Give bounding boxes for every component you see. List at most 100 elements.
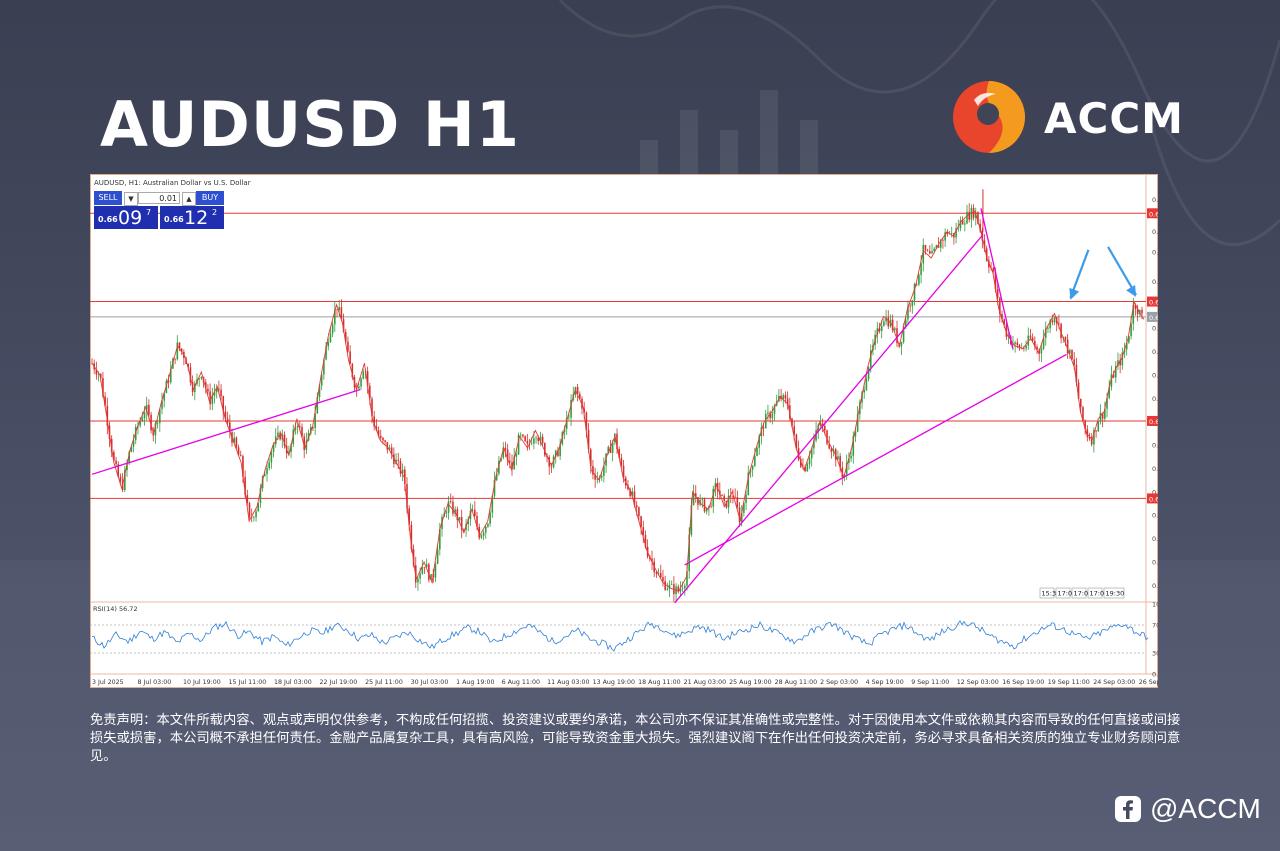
disclaimer-text: 免责声明：本文件所载内容、观点或声明仅供参考，不构成任何招揽、投资建议或要约承诺… xyxy=(90,713,1181,764)
lot-decrease-icon[interactable]: ▼ xyxy=(124,192,138,206)
candle-body xyxy=(467,519,470,524)
candle-body xyxy=(662,577,664,582)
candle-body xyxy=(1121,352,1124,366)
candle-body xyxy=(771,413,774,419)
candle-body xyxy=(522,434,524,437)
candle-body xyxy=(620,457,623,466)
x-tick-label: 11 Aug 03:00 xyxy=(547,679,589,686)
candle-body xyxy=(992,268,995,272)
x-tick-label: 22 Jul 19:00 xyxy=(320,679,358,686)
y-tick-label: 0.64740 xyxy=(1152,512,1158,520)
candle-body xyxy=(524,436,526,441)
time-box-label: 17:0 xyxy=(1090,590,1105,598)
candle-body xyxy=(430,574,432,580)
candle-body xyxy=(697,496,699,505)
candle-body xyxy=(955,228,957,238)
candle-body xyxy=(1108,387,1111,398)
level-price-tag xyxy=(1147,208,1158,219)
candle-body xyxy=(891,319,894,330)
candle-body xyxy=(931,251,933,254)
candle-body xyxy=(338,307,340,310)
candle-body xyxy=(159,409,161,424)
sell-button[interactable]: SELL xyxy=(94,191,122,205)
candle-body xyxy=(804,466,806,472)
candle-body xyxy=(616,433,618,449)
candle-body xyxy=(795,434,798,449)
candle-body xyxy=(907,305,909,320)
candle-body xyxy=(535,437,537,439)
lot-increase-icon[interactable]: ▲ xyxy=(182,192,196,206)
candle-body xyxy=(635,505,638,508)
candle-body xyxy=(421,567,424,574)
candle-body xyxy=(1031,337,1034,341)
y-tick-label: 0.64420 xyxy=(1152,559,1158,567)
candle-body xyxy=(883,321,885,326)
candle-body xyxy=(970,207,973,220)
candle-body xyxy=(1023,347,1025,349)
candle-body xyxy=(904,319,907,327)
chart-canvas[interactable]: AUDUSD, H1: Australian Dollar vs U.S. Do… xyxy=(90,174,1158,688)
candle-body xyxy=(104,396,106,406)
candle-body xyxy=(1112,374,1115,378)
buy-price[interactable]: 0.66 12 2 xyxy=(160,206,224,229)
candle-body xyxy=(1044,328,1047,339)
brand-name: ACCM xyxy=(1044,94,1184,143)
candle-body xyxy=(1125,342,1128,350)
candle-body xyxy=(439,528,441,550)
candle-body xyxy=(758,436,761,448)
one-click-trading-panel[interactable]: SELL ▼ 0.01 ▲ BUY 0.66 09 7 0.66 12 2 xyxy=(94,191,224,229)
candle-body xyxy=(1064,336,1067,340)
candle-body xyxy=(533,438,535,444)
candle-body xyxy=(640,516,642,528)
x-tick-label: 26 Sep 19:00 xyxy=(1139,679,1158,686)
x-tick-label: 19 Sep 11:00 xyxy=(1048,679,1090,686)
candle-body xyxy=(740,512,743,523)
time-box xyxy=(1039,587,1055,599)
candle-body xyxy=(751,465,754,470)
social-handle-text: @ACCM xyxy=(1150,793,1261,824)
candle-body xyxy=(937,245,940,248)
candle-body xyxy=(959,220,962,229)
candle-body xyxy=(1141,309,1143,314)
candle-body xyxy=(554,450,557,457)
candle-body xyxy=(622,465,625,478)
candle-body xyxy=(585,412,588,430)
candle-body xyxy=(880,325,883,332)
candle-body xyxy=(559,444,561,457)
candle-body xyxy=(246,494,249,504)
x-tick-label: 9 Sep 11:00 xyxy=(911,679,949,686)
trading-chart[interactable]: AUDUSD, H1: Australian Dollar vs U.S. Do… xyxy=(90,174,1158,688)
candle-body xyxy=(277,432,279,437)
candle-body xyxy=(139,420,141,426)
candle-body xyxy=(312,427,314,428)
candle-body xyxy=(686,571,688,586)
lot-size-input[interactable]: 0.01 xyxy=(138,192,180,204)
rsi-tick-label: 30.00 xyxy=(1152,650,1158,658)
time-box xyxy=(1071,587,1087,599)
candle-body xyxy=(248,503,251,517)
candle-body xyxy=(541,436,544,444)
sell-price[interactable]: 0.66 09 7 xyxy=(94,206,158,229)
candle-body xyxy=(681,588,684,589)
candle-body xyxy=(996,289,999,299)
candle-body xyxy=(1069,350,1071,354)
candle-body xyxy=(544,443,546,456)
social-handle[interactable]: @ACCM xyxy=(1114,793,1274,827)
candle-body xyxy=(1066,339,1069,354)
candle-body xyxy=(839,456,841,468)
candle-body xyxy=(939,240,942,248)
candle-body xyxy=(502,447,505,458)
candle-body xyxy=(349,351,351,365)
signal-arrow-icon xyxy=(1126,284,1137,297)
candle-body xyxy=(1040,348,1043,354)
candle-body xyxy=(929,251,931,254)
candle-body xyxy=(124,470,126,491)
candle-body xyxy=(115,460,117,465)
y-tick-label: 0.66340 xyxy=(1152,278,1158,286)
candle-body xyxy=(279,432,281,440)
candle-body xyxy=(314,413,316,428)
buy-button[interactable]: BUY xyxy=(196,191,224,205)
candle-body xyxy=(684,585,686,589)
candle-body xyxy=(358,386,360,389)
trendline xyxy=(91,388,361,475)
